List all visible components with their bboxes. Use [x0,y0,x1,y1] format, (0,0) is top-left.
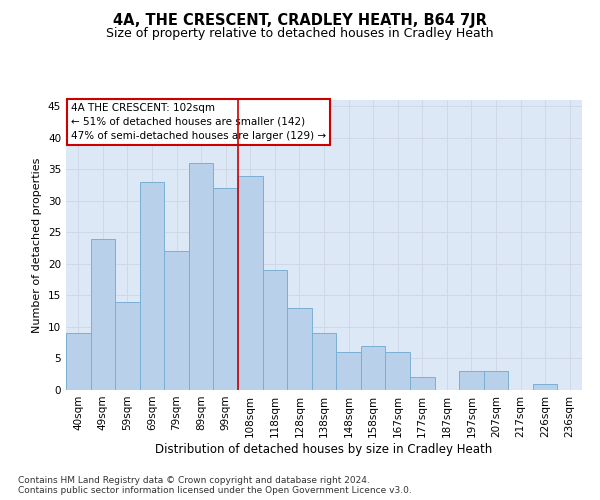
Text: Contains HM Land Registry data © Crown copyright and database right 2024.
Contai: Contains HM Land Registry data © Crown c… [18,476,412,495]
Bar [336,352,361,390]
Bar [164,252,189,390]
Bar [410,378,434,390]
Bar [361,346,385,390]
Text: 4A, THE CRESCENT, CRADLEY HEATH, B64 7JR: 4A, THE CRESCENT, CRADLEY HEATH, B64 7JR [113,12,487,28]
Bar [533,384,557,390]
Bar [214,188,238,390]
Bar [459,371,484,390]
X-axis label: Distribution of detached houses by size in Cradley Heath: Distribution of detached houses by size … [155,442,493,456]
Bar [484,371,508,390]
Bar [312,334,336,390]
Bar [91,238,115,390]
Text: 4A THE CRESCENT: 102sqm
← 51% of detached houses are smaller (142)
47% of semi-d: 4A THE CRESCENT: 102sqm ← 51% of detache… [71,103,326,141]
Bar [385,352,410,390]
Bar [115,302,140,390]
Text: Size of property relative to detached houses in Cradley Heath: Size of property relative to detached ho… [106,28,494,40]
Bar [66,334,91,390]
Bar [189,163,214,390]
Bar [287,308,312,390]
Bar [263,270,287,390]
Bar [238,176,263,390]
Y-axis label: Number of detached properties: Number of detached properties [32,158,43,332]
Bar [140,182,164,390]
